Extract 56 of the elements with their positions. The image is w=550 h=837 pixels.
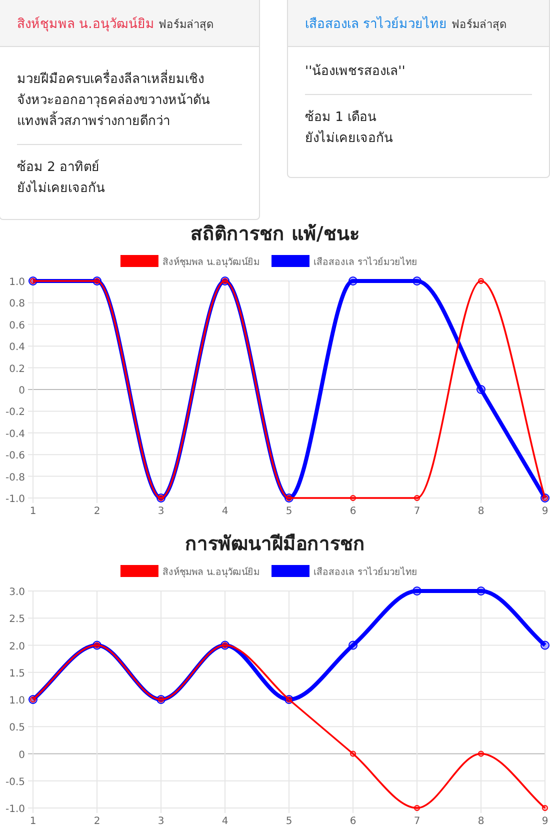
chart-title: สถิติการชก แพ้/ชนะ bbox=[190, 223, 360, 245]
y-tick-label: -0.6 bbox=[5, 450, 25, 462]
text: ยังไม่เคยเจอกัน bbox=[305, 129, 394, 148]
text: ซ้อม 2 อาทิตย์ bbox=[17, 158, 101, 177]
x-tick-label: 9 bbox=[542, 506, 548, 517]
y-tick-label: 2.0 bbox=[9, 641, 25, 652]
x-tick-label: 8 bbox=[478, 816, 484, 827]
text: สิงห์ชุมพล น.อนุวัฒน์ยิม bbox=[17, 17, 154, 32]
y-tick-label: 1.5 bbox=[9, 668, 25, 680]
text: ฟอร์มล่าสุด bbox=[451, 18, 506, 31]
legend-label: เสือสองเล ราไวย์มวยไทย bbox=[314, 566, 418, 578]
x-tick-label: 6 bbox=[350, 816, 356, 827]
x-tick-label: 8 bbox=[478, 506, 484, 517]
text: ยังไม่เคยเจอกัน bbox=[17, 179, 106, 198]
y-tick-label: 0.2 bbox=[9, 364, 25, 375]
text: จังหวะออกอาวุธคล่องขวางหน้าดัน bbox=[17, 92, 211, 110]
legend-label: เสือสองเล ราไวย์มวยไทย bbox=[314, 256, 418, 268]
x-tick-label: 9 bbox=[542, 816, 548, 827]
y-tick-label: 1.0 bbox=[9, 696, 25, 706]
x-tick-label: 1 bbox=[30, 816, 36, 827]
y-tick-label: -0.4 bbox=[5, 428, 25, 440]
y-tick-label: 0 bbox=[18, 750, 25, 761]
chart-title: การพัฒนาฝีมือการชก bbox=[185, 533, 365, 555]
y-tick-label: 1.0 bbox=[9, 277, 25, 288]
y-tick-label: 0.4 bbox=[9, 342, 25, 354]
text: มวยฝีมือครบเครื่องลีลาเหลี่ยมเชิง bbox=[17, 69, 205, 89]
text: แทงพลิ้วสภาพร่างกายดีกว่า bbox=[17, 111, 171, 131]
x-tick-label: 3 bbox=[158, 816, 164, 827]
text: ''น้องเพชรสองเล'' bbox=[305, 63, 406, 81]
x-tick-label: 6 bbox=[350, 506, 356, 517]
x-tick-label: 7 bbox=[414, 506, 420, 517]
y-tick-label: 3.0 bbox=[9, 587, 25, 598]
y-tick-label: -0.5 bbox=[5, 776, 25, 788]
x-tick-label: 4 bbox=[222, 816, 228, 827]
y-tick-label: -0.8 bbox=[5, 472, 25, 484]
x-tick-label: 4 bbox=[222, 506, 228, 517]
y-tick-label: 0.5 bbox=[9, 722, 25, 734]
y-tick-label: 0 bbox=[18, 386, 25, 396]
x-tick-label: 5 bbox=[286, 816, 292, 827]
y-tick-label: -1.0 bbox=[5, 804, 25, 815]
y-tick-label: -0.2 bbox=[5, 407, 25, 418]
text: ซ้อม 1 เดือน bbox=[305, 109, 378, 127]
x-tick-label: 7 bbox=[414, 816, 420, 827]
y-tick-label: -1.0 bbox=[5, 494, 25, 505]
legend-label: สิงห์ชุมพล น.อนุวัฒน์ยิม bbox=[162, 566, 260, 578]
x-tick-label: 1 bbox=[30, 506, 36, 517]
y-tick-label: 0.8 bbox=[9, 298, 25, 310]
x-tick-label: 2 bbox=[94, 506, 100, 517]
x-tick-label: 2 bbox=[94, 816, 100, 827]
y-tick-label: 0.6 bbox=[9, 320, 25, 332]
text: ฟอร์มล่าสุด bbox=[158, 18, 214, 31]
y-tick-label: 2.5 bbox=[9, 614, 25, 626]
x-tick-label: 5 bbox=[286, 506, 292, 517]
text: เสือสองเล ราไวย์มวยไทย bbox=[305, 17, 448, 32]
legend-label: สิงห์ชุมพล น.อนุวัฒน์ยิม bbox=[162, 256, 260, 268]
x-tick-label: 3 bbox=[158, 506, 164, 517]
